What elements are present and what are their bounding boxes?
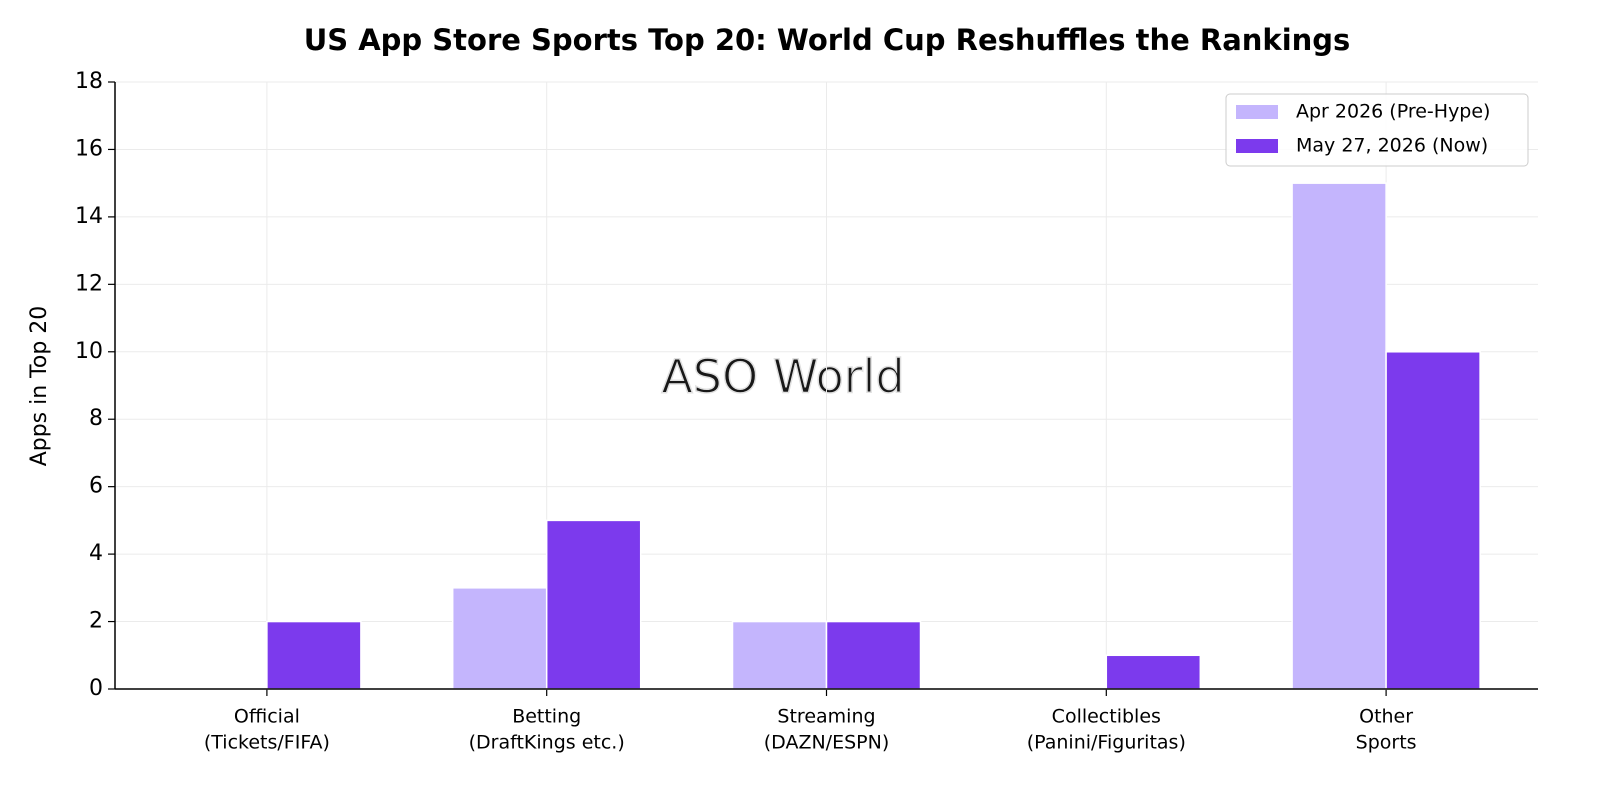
legend-box bbox=[1225, 93, 1529, 167]
y-tick-label: 18 bbox=[75, 69, 103, 94]
x-tick-label: Streaming bbox=[777, 706, 875, 728]
legend-swatch bbox=[1236, 105, 1278, 119]
y-axis-label: Apps in Top 20 bbox=[27, 306, 52, 467]
y-tick-label: 4 bbox=[89, 541, 103, 566]
y-tick-label: 8 bbox=[89, 406, 103, 431]
bar bbox=[1291, 182, 1387, 690]
x-tick-label: (Panini/Figuritas) bbox=[1027, 732, 1186, 754]
x-tick-label: (DraftKings etc.) bbox=[469, 732, 625, 754]
bar bbox=[731, 620, 828, 690]
y-tick-label: 0 bbox=[89, 676, 103, 701]
bar bbox=[545, 519, 642, 690]
x-tick-label: (DAZN/ESPN) bbox=[764, 732, 890, 754]
chart-title: US App Store Sports Top 20: World Cup Re… bbox=[304, 23, 1351, 57]
y-tick-label: 14 bbox=[75, 204, 103, 229]
watermark: ASO World bbox=[661, 350, 904, 404]
x-tick-label: Sports bbox=[1356, 732, 1417, 754]
bar bbox=[266, 620, 362, 690]
y-tick-label: 16 bbox=[75, 136, 103, 161]
bar bbox=[451, 587, 548, 690]
x-tick-label: Other bbox=[1359, 706, 1413, 728]
legend-label: May 27, 2026 (Now) bbox=[1296, 135, 1488, 157]
y-tick-label: 2 bbox=[89, 609, 103, 634]
legend-label: Apr 2026 (Pre-Hype) bbox=[1296, 101, 1490, 123]
x-tick-label: Official bbox=[234, 706, 300, 728]
y-tick-label: 6 bbox=[89, 474, 103, 499]
bar bbox=[1385, 351, 1481, 690]
y-tick-label: 12 bbox=[75, 271, 103, 296]
x-tick-label: Collectibles bbox=[1052, 706, 1161, 728]
y-tick-label: 10 bbox=[75, 339, 103, 364]
legend-swatch bbox=[1236, 139, 1278, 153]
bar bbox=[1105, 654, 1202, 690]
x-tick-label: (Tickets/FIFA) bbox=[204, 732, 330, 754]
x-tick-label: Betting bbox=[512, 706, 581, 728]
bar bbox=[825, 620, 922, 690]
legend: Apr 2026 (Pre-Hype) May 27, 2026 (Now) bbox=[1225, 93, 1529, 167]
